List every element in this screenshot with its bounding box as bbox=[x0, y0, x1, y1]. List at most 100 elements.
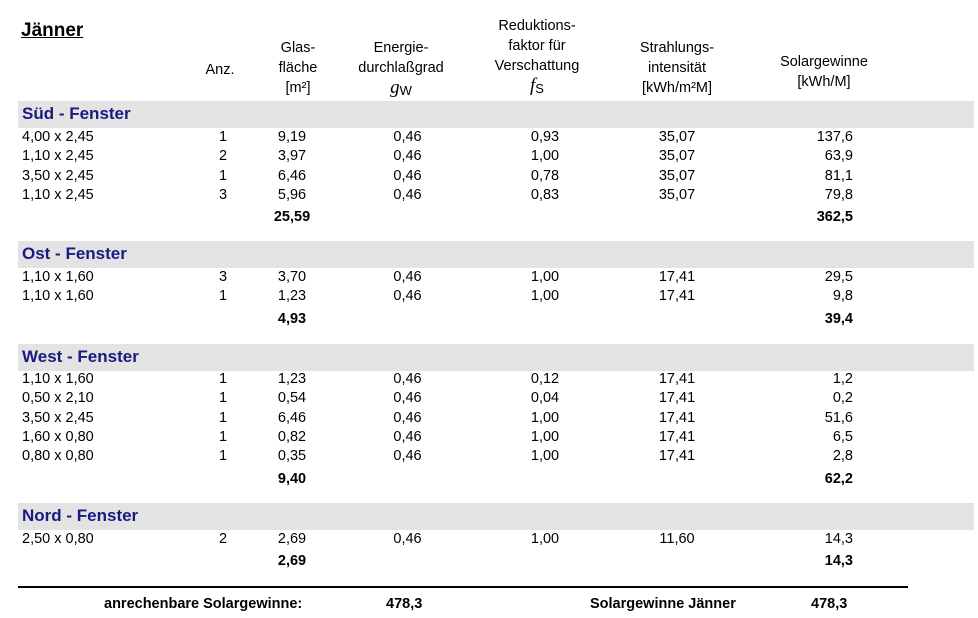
cell-anz: 1 bbox=[218, 371, 228, 387]
cell-anz: 1 bbox=[218, 167, 228, 184]
cell-fs: 0,78 bbox=[530, 167, 560, 184]
cell-sol: 9,8 bbox=[832, 288, 853, 305]
table-row: 1,10 x 1,60 1 1,23 0,46 1,00 17,41 9,8 bbox=[0, 288, 978, 307]
cell-anz: 1 bbox=[218, 129, 228, 145]
section-title: Ost - Fenster bbox=[22, 244, 127, 263]
cell-g: 0,46 bbox=[393, 409, 422, 426]
header-energie-line-2: durchlaßgrad bbox=[358, 60, 444, 76]
cell-glas: 0,82 bbox=[277, 428, 307, 445]
header-energie-line-1: Energie- bbox=[373, 40, 429, 56]
cell-dim: 1,10 x 1,60 bbox=[22, 288, 94, 305]
header-anz: Anz. bbox=[205, 62, 235, 78]
header-strahlung: Strahlungs- intensität [kWh/m²M] bbox=[622, 38, 732, 98]
cell-g: 0,46 bbox=[393, 148, 422, 165]
cell-anz: 1 bbox=[218, 448, 228, 465]
cell-fs: 0,12 bbox=[530, 371, 560, 387]
subtotal-glas: 9,40 bbox=[277, 470, 307, 487]
cell-glas: 5,96 bbox=[277, 186, 307, 203]
cell-dim: 3,50 x 2,45 bbox=[22, 409, 94, 426]
header-glas-line-2: fläche bbox=[278, 60, 318, 76]
subtotal-solar: 62,2 bbox=[824, 470, 853, 487]
table-row: 1,10 x 2,45 3 5,96 0,46 0,83 35,07 79,8 bbox=[0, 187, 978, 206]
cell-fs: 1,00 bbox=[530, 269, 560, 285]
cell-fs: 1,00 bbox=[530, 288, 560, 305]
table-row: 4,00 x 2,45 1 9,19 0,46 0,93 35,07 137,6 bbox=[0, 129, 978, 148]
cell-glas: 6,46 bbox=[277, 409, 307, 426]
header-strahlung-line-3: [kWh/m²M] bbox=[641, 80, 713, 96]
cell-str: 17,41 bbox=[658, 428, 696, 445]
cell-anz: 3 bbox=[218, 186, 228, 203]
table-row: 1,10 x 1,60 3 3,70 0,46 1,00 17,41 29,5 bbox=[0, 269, 978, 288]
table-row: 1,60 x 0,80 1 0,82 0,46 1,00 17,41 6,5 bbox=[0, 429, 978, 448]
cell-str: 17,41 bbox=[658, 448, 696, 465]
cell-sol: 6,5 bbox=[832, 428, 853, 445]
cell-fs: 1,00 bbox=[530, 428, 560, 445]
table-row: 3,50 x 2,45 1 6,46 0,46 1,00 17,41 51,6 bbox=[0, 410, 978, 429]
section-title: Süd - Fenster bbox=[22, 104, 131, 123]
footer-divider bbox=[18, 586, 908, 588]
cell-g: 0,46 bbox=[393, 129, 422, 145]
cell-str: 11,60 bbox=[659, 531, 695, 547]
subtotal-glas: 2,69 bbox=[277, 553, 307, 570]
section-title: Nord - Fenster bbox=[22, 506, 139, 525]
cell-g: 0,46 bbox=[393, 167, 422, 184]
header-strahlung-line-2: intensität bbox=[647, 60, 707, 76]
cell-str: 35,07 bbox=[658, 167, 696, 184]
cell-dim: 1,10 x 1,60 bbox=[22, 269, 94, 285]
subtotal-solar: 39,4 bbox=[824, 310, 853, 327]
cell-fs: 1,00 bbox=[530, 409, 560, 426]
cell-str: 35,07 bbox=[658, 186, 696, 203]
cell-sol: 2,8 bbox=[832, 448, 853, 465]
header-reduktion-line-2: faktor für bbox=[508, 38, 566, 54]
cell-g: 0,46 bbox=[393, 269, 422, 285]
cell-dim: 4,00 x 2,45 bbox=[22, 129, 94, 145]
cell-fs: 1,00 bbox=[530, 448, 560, 465]
cell-anz: 2 bbox=[218, 148, 228, 165]
cell-glas: 9,19 bbox=[277, 129, 307, 145]
cell-str: 17,41 bbox=[658, 371, 696, 387]
section-header: Ost - Fenster bbox=[18, 241, 974, 268]
cell-str: 35,07 bbox=[658, 129, 696, 145]
header-solar-line-1: Solargewinne bbox=[780, 54, 868, 70]
table-row: 2,50 x 0,80 2 2,69 0,46 1,00 11,60 14,3 bbox=[0, 531, 978, 550]
cell-glas: 1,23 bbox=[277, 288, 307, 305]
subtotal-row: 4,93 39,4 bbox=[0, 311, 978, 330]
header-reduktion-line-3: Verschattung bbox=[494, 58, 580, 74]
cell-anz: 3 bbox=[218, 269, 228, 285]
cell-anz: 1 bbox=[218, 428, 228, 445]
footer-value-right: 478,3 bbox=[811, 596, 848, 612]
cell-str: 17,41 bbox=[658, 409, 696, 426]
header-g-symbol: gW bbox=[390, 77, 412, 99]
subtotal-solar: 362,5 bbox=[816, 209, 853, 226]
cell-str: 35,07 bbox=[658, 148, 696, 165]
footer-label-right: Solargewinne Jänner bbox=[590, 596, 736, 612]
subtotal-glas: 4,93 bbox=[277, 310, 307, 327]
table-row: 0,50 x 2,10 1 0,54 0,46 0,04 17,41 0,2 bbox=[0, 390, 978, 409]
subtotal-glas: 25,59 bbox=[273, 209, 311, 226]
cell-sol: 0,2 bbox=[832, 390, 853, 407]
table-row: 1,10 x 1,60 1 1,23 0,46 0,12 17,41 1,2 bbox=[0, 371, 978, 390]
cell-sol: 63,9 bbox=[824, 148, 853, 165]
cell-glas: 3,70 bbox=[277, 269, 307, 285]
section-title: West - Fenster bbox=[22, 347, 139, 366]
cell-g: 0,46 bbox=[393, 390, 422, 407]
subtotal-row: 2,69 14,3 bbox=[0, 553, 978, 572]
cell-g: 0,46 bbox=[393, 371, 422, 387]
cell-g: 0,46 bbox=[393, 186, 422, 203]
header-glas-line-3: [m²] bbox=[285, 80, 311, 96]
table-row: 1,10 x 2,45 2 3,97 0,46 1,00 35,07 63,9 bbox=[0, 148, 978, 167]
header-reduktion: Reduktions- faktor für Verschattung fS bbox=[480, 16, 594, 99]
cell-anz: 1 bbox=[218, 288, 228, 305]
header-strahlung-line-1: Strahlungs- bbox=[639, 40, 715, 56]
cell-sol: 14,3 bbox=[824, 531, 853, 547]
cell-g: 0,46 bbox=[393, 448, 422, 465]
cell-fs: 0,93 bbox=[530, 129, 560, 145]
header-solargewinne: Solargewinne [kWh/M] bbox=[762, 52, 886, 92]
header-reduktion-line-1: Reduktions- bbox=[498, 18, 576, 34]
cell-fs: 1,00 bbox=[530, 531, 560, 547]
section-header: Nord - Fenster bbox=[18, 503, 974, 530]
cell-str: 17,41 bbox=[658, 288, 696, 305]
cell-fs: 0,04 bbox=[530, 390, 560, 407]
cell-g: 0,46 bbox=[393, 531, 422, 547]
cell-g: 0,46 bbox=[393, 288, 422, 305]
